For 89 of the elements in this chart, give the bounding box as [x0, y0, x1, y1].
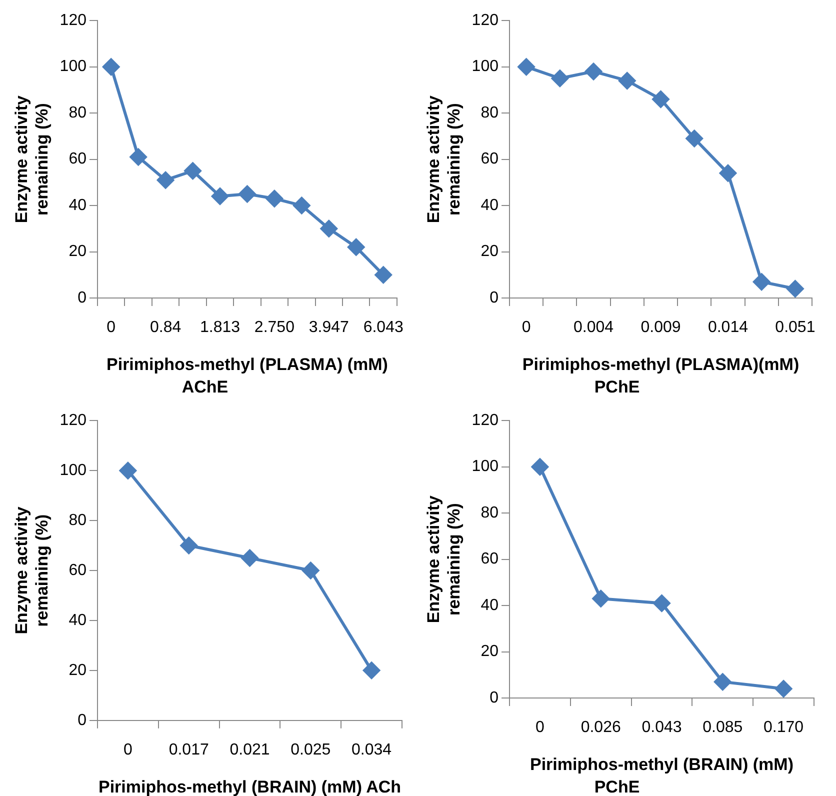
point	[374, 266, 392, 284]
x-tick-label: 0.009	[640, 319, 681, 336]
point	[157, 172, 174, 189]
point	[130, 148, 147, 166]
x-axis-title: Pirimiphos-methyl (BRAIN) (mM)	[530, 755, 794, 774]
point	[119, 462, 136, 480]
y-tick-label: 120	[60, 412, 87, 430]
x-tick-label: 0.051	[775, 319, 816, 336]
y-tick-label: 0	[78, 289, 87, 306]
x-tick-label: 0.043	[642, 719, 682, 736]
point	[653, 594, 670, 612]
y-tick-label: 60	[68, 562, 87, 579]
point	[686, 130, 703, 147]
y-tick-label: 40	[480, 196, 499, 214]
x-tick-label: 0.021	[230, 741, 270, 758]
y-tick-label: 100	[60, 462, 87, 479]
y-tick-label: 60	[68, 150, 87, 168]
point	[212, 188, 228, 205]
point	[184, 162, 202, 180]
y-tick-label: 20	[480, 643, 499, 660]
point	[531, 458, 548, 476]
y-tick-label: 80	[480, 104, 499, 122]
x-tick-label: 0.004	[574, 319, 614, 336]
text: AChE	[182, 377, 228, 396]
x-axis-title: Pirimiphos-methyl (PLASMA)(mM)	[522, 355, 800, 374]
x-tick-label: 0.034	[352, 741, 392, 758]
x-tick-label: 2.750	[254, 319, 295, 336]
y-tick-label: 0	[490, 289, 499, 306]
x-tick-label: 0	[123, 741, 132, 758]
point	[585, 62, 602, 80]
x-tick-label: 0	[535, 719, 544, 736]
point	[551, 70, 568, 87]
x-tick-label: 0.025	[290, 741, 331, 758]
point	[320, 220, 338, 238]
x-tick-label: 6.043	[363, 319, 404, 336]
point	[293, 197, 310, 214]
text: PChE	[594, 377, 640, 396]
point	[348, 238, 365, 256]
y-tick-label: 20	[68, 662, 87, 679]
y-tick-label: 80	[68, 512, 87, 529]
y-tick-label: 20	[68, 243, 87, 260]
text: PChE	[594, 777, 640, 796]
y-tick-label: 120	[472, 412, 499, 430]
x-tick-label: 1.813	[200, 319, 240, 336]
y-tick-label: 20	[480, 243, 499, 260]
point	[180, 537, 198, 554]
y-tick-label: 40	[68, 196, 87, 214]
y-tick-label: 80	[480, 504, 499, 522]
point	[592, 590, 610, 608]
x-tick-label: 0	[106, 319, 116, 336]
point	[775, 680, 792, 698]
y-tick-label: 80	[68, 104, 87, 122]
x-tick-label: 0.170	[764, 719, 804, 736]
y-axis-title: Enzyme activity remaining (%)	[424, 494, 464, 624]
point	[753, 273, 770, 290]
y-tick-label: 0	[490, 689, 499, 706]
y-axis-title: Enzyme activity remaining (%)	[12, 506, 52, 634]
y-tick-label: 100	[472, 58, 499, 76]
point	[238, 185, 256, 202]
x-tick-label: 0.085	[702, 719, 743, 736]
y-tick-label: 40	[68, 612, 87, 629]
y-tick-label: 100	[60, 58, 87, 76]
point	[719, 164, 736, 182]
point	[302, 562, 320, 579]
point	[363, 662, 380, 679]
point	[241, 550, 258, 567]
point	[652, 90, 670, 108]
point	[518, 58, 535, 76]
point	[618, 72, 636, 90]
x-tick-label: 0.84	[150, 319, 182, 336]
x-tick-label: 3.947	[308, 319, 350, 336]
x-tick-label: 0	[522, 319, 531, 336]
point	[714, 673, 732, 690]
point	[786, 280, 804, 298]
y-tick-label: 100	[472, 458, 499, 476]
y-tick-label: 120	[472, 12, 499, 30]
point	[266, 190, 283, 208]
y-tick-label: 60	[480, 150, 499, 168]
y-tick-label: 60	[480, 550, 499, 568]
y-tick-label: 120	[60, 12, 87, 30]
point	[102, 58, 120, 76]
x-axis-title: Pirimiphos-methyl (BRAIN) (mM) ACh	[98, 777, 402, 796]
y-axis-title: Enzyme activity remaining (%)	[424, 94, 464, 224]
x-axis-title: Pirimiphos-methyl (PLASMA) (mM)	[106, 355, 388, 374]
x-tick-label: 0.014	[708, 319, 748, 336]
x-tick-label: 0.017	[168, 741, 209, 758]
y-axis-title: Enzyme activity remaining (%)	[12, 94, 52, 224]
x-tick-label: 0.026	[580, 719, 621, 736]
y-tick-label: 40	[480, 596, 499, 614]
